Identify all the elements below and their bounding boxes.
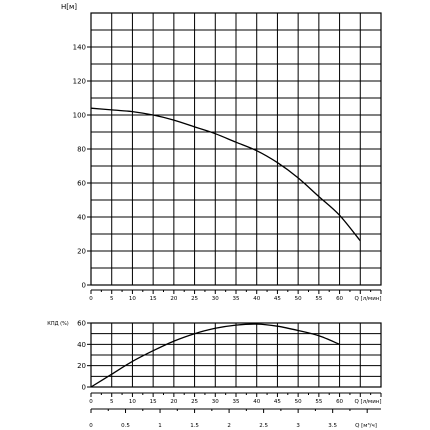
secondary-x-tick-label: 0.5 xyxy=(121,423,130,429)
head-x-tick-label: 30 xyxy=(212,296,219,302)
head-x-tick-label: 25 xyxy=(191,296,198,302)
head-y-tick-label: 60 xyxy=(77,180,86,188)
head-x-tick-label: 10 xyxy=(129,296,136,302)
head-x-tick-label: 35 xyxy=(233,296,240,302)
head-y-tick-label: 100 xyxy=(73,112,86,120)
secondary-x-tick-label: 0 xyxy=(89,423,93,429)
eff-x-tick-label: 30 xyxy=(212,399,219,405)
head-x-tick-label: 40 xyxy=(253,296,260,302)
secondary-x-tick-label: 1 xyxy=(158,423,162,429)
head-x-tick-label: 45 xyxy=(274,296,281,302)
head-x-tick-label: 50 xyxy=(295,296,302,302)
head-y-tick-label: 20 xyxy=(77,248,86,256)
eff-x-tick-label: 25 xyxy=(191,399,198,405)
eff-x-tick-label: 50 xyxy=(295,399,302,405)
head-y-tick-label: 0 xyxy=(82,282,86,290)
eff-chart-group xyxy=(87,322,382,413)
eff-series-line xyxy=(90,323,340,388)
eff-x-tick-label: 15 xyxy=(150,399,157,405)
eff-y-tick-label: 0 xyxy=(82,384,86,392)
secondary-x-tick-label: 2.5 xyxy=(259,423,268,429)
eff-x-tick-label: 60 xyxy=(336,399,343,405)
eff-x-tick-label: 10 xyxy=(129,399,136,405)
eff-x-tick-label: 35 xyxy=(233,399,240,405)
secondary-x-tick-label: 2 xyxy=(227,423,231,429)
eff-y-tick-label: 60 xyxy=(77,320,86,328)
head-y-tick-label: 40 xyxy=(77,214,86,222)
head-x-tick-label: 5 xyxy=(110,296,114,302)
eff-y-tick-label: 20 xyxy=(77,362,86,370)
secondary-x-tick-label: 3.5 xyxy=(328,423,337,429)
head-x-tick-label: 55 xyxy=(315,296,322,302)
eff-x-tick-label: 40 xyxy=(253,399,260,405)
head-x-tick-label: 15 xyxy=(150,296,157,302)
head-series-line xyxy=(90,107,361,242)
eff-y-axis-title: КПД (%) xyxy=(47,321,69,327)
secondary-x-axis-title: Q [м³/ч] xyxy=(355,422,377,429)
eff-x-tick-label: 55 xyxy=(315,399,322,405)
secondary-x-tick-label: 3 xyxy=(296,423,300,429)
head-chart-group xyxy=(87,12,382,294)
secondary-x-tick-label: 1.5 xyxy=(190,423,199,429)
head-y-axis-title: H[м] xyxy=(61,3,77,11)
head-x-tick-label: 0 xyxy=(89,296,93,302)
head-y-tick-label: 80 xyxy=(77,146,86,154)
eff-x-tick-label: 20 xyxy=(170,399,177,405)
eff-y-tick-label: 40 xyxy=(77,341,86,349)
head-y-tick-label: 140 xyxy=(73,44,86,52)
head-x-axis-title: Q [л/мин] xyxy=(354,296,381,302)
eff-plot-frame xyxy=(90,322,382,388)
eff-x-tick-label: 5 xyxy=(110,399,114,405)
eff-x-axis-title: Q [л/мин] xyxy=(354,399,381,405)
head-y-tick-label: 120 xyxy=(73,78,86,86)
head-x-tick-label: 60 xyxy=(336,296,343,302)
head-x-tick-label: 20 xyxy=(170,296,177,302)
eff-x-tick-label: 0 xyxy=(89,399,93,405)
eff-x-tick-label: 45 xyxy=(274,399,281,405)
